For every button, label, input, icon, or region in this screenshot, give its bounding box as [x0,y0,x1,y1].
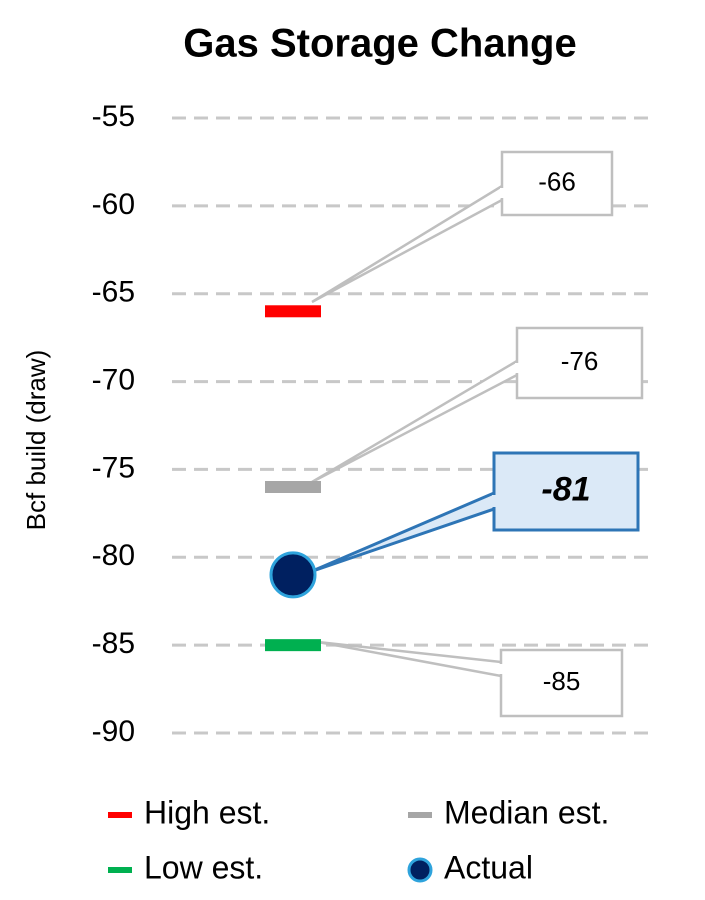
label-box [500,150,614,217]
legend-label: Median est. [444,794,609,830]
marker [269,551,317,599]
legend-marker [108,812,132,818]
y-tick-label: -60 [92,188,135,221]
data-label: -66 [538,166,576,196]
marker [265,639,321,652]
legend-marker [407,857,433,883]
data-label: -85 [543,666,581,696]
data-label: -76 [561,346,599,376]
y-tick-label: -80 [92,539,135,572]
label-box [499,648,624,718]
chart-title: Gas Storage Change [183,22,576,66]
marker [265,305,321,318]
y-tick-label: -75 [92,451,135,484]
legend-marker [108,867,132,873]
y-tick-label: -65 [92,276,135,309]
leader-line [311,183,504,304]
y-tick-label: -90 [92,715,135,748]
leader-line [317,640,503,678]
legend-label: Actual [444,849,533,885]
legend-label: High est. [144,794,270,830]
leader-line [309,490,496,574]
data-label: -81 [541,470,590,508]
leader-line [311,358,519,484]
legend-label: Low est. [144,849,263,885]
label-box [492,451,640,532]
y-tick-label: -70 [92,363,135,396]
y-axis-label: Bcf build (draw) [21,350,51,531]
y-tick-label: -55 [92,100,135,133]
y-tick-label: -85 [92,627,135,660]
marker [265,481,321,493]
legend-marker [408,812,432,818]
